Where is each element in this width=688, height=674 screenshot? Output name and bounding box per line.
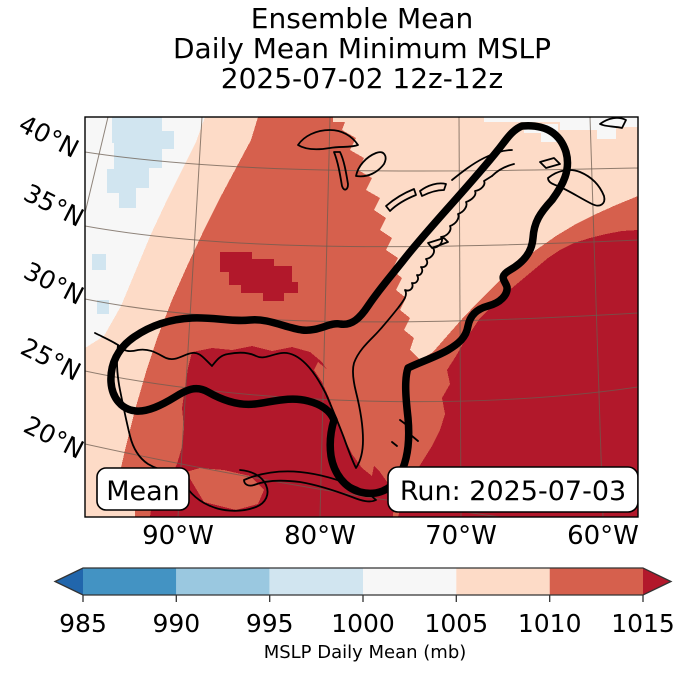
cbtick-1015: 1015 [611,609,675,638]
lon-tick-labels: 90°W 80°W 70°W 60°W [142,521,639,551]
lon-label-90w: 90°W [142,521,214,551]
cbtick-1005: 1005 [424,609,488,638]
lat-label-20n: 20°N [19,410,88,464]
lat-label-25n: 25°N [16,332,85,386]
annotation-mean: Mean [96,467,190,511]
cbtick-995: 995 [246,609,294,638]
colorbar-seg-1005-1010 [456,568,550,595]
lon-label-70w: 70°W [425,521,497,551]
coastlines [94,117,627,512]
title-line-1: Ensemble Mean [251,2,474,35]
thick-mslp-contour [107,122,572,498]
lon-label-80w: 80°W [284,521,356,551]
fill-florida-salmon [314,362,374,476]
lat-label-40n: 40°N [14,109,83,163]
cbtick-990: 990 [152,609,200,638]
title-line-2: Daily Mean Minimum MSLP [173,32,551,65]
colorbar-seg-985-990 [83,568,177,595]
colorbar-under-arrow [55,568,83,595]
colorbar-seg-995-1000 [269,568,363,595]
map-border [84,116,639,518]
annotation-run: Run: 2025-07-03 [387,466,638,513]
lat-label-35n: 35°N [19,178,88,232]
colorbar-seg-1010-1015 [549,568,643,595]
colorbar-over-arrow [643,568,671,595]
annotation-mean-label: Mean [106,476,180,507]
colorbar-seg-990-995 [176,568,270,595]
lat-tick-labels: 40°N 35°N 30°N 25°N 20°N [14,109,88,464]
lon-label-60w: 60°W [567,521,639,551]
annotation-run-label: Run: 2025-07-03 [400,476,626,507]
title-line-3: 2025-07-02 12z-12z [221,62,503,95]
fill-nw-lightblue-patches [92,117,174,314]
colorbar: 985 990 995 1000 1005 1010 1015 MSLP Dai… [53,567,675,663]
fill-atlantic-darkred [398,230,638,517]
fill-yucatan-salmon [186,468,264,510]
cbtick-1000: 1000 [331,609,395,638]
lat-label-30n: 30°N [19,256,88,310]
colorbar-seg-1000-1005 [363,568,457,595]
map-canvas: Mean Run: 2025-07-03 [85,117,638,517]
cbtick-985: 985 [59,609,107,638]
colorbar-ticks [82,595,644,602]
cbtick-1010: 1010 [518,609,582,638]
colorbar-axis-label: MSLP Daily Mean (mb) [264,642,467,663]
fill-texas-darkred-patch [220,252,564,346]
colorbar-tick-labels: 985 990 995 1000 1005 1010 1015 [59,609,675,638]
